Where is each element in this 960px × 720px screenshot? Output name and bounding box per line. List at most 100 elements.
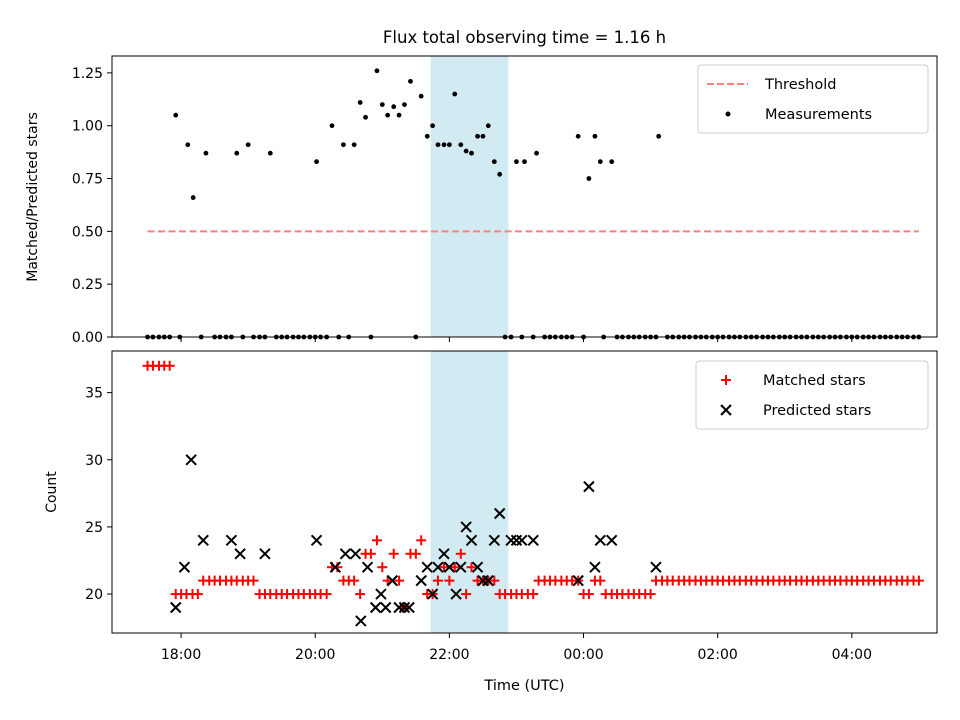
legend-predicted-swatch: [720, 404, 732, 416]
measurement-point: [435, 142, 441, 148]
matched-star-point: [595, 575, 606, 586]
matched-star-point: [377, 562, 388, 573]
measurement-point: [314, 159, 319, 165]
measurement-point: [351, 142, 357, 148]
x-tick-label: 18:00: [161, 647, 201, 663]
matched-star-point: [444, 575, 455, 586]
predicted-star-point: [329, 561, 342, 573]
measurement-point: [396, 112, 402, 118]
legend-predicted-label: Predicted stars: [763, 403, 871, 419]
bottom-highlight-span: [430, 351, 509, 633]
measurement-point: [534, 150, 539, 156]
matched-star-point: [461, 589, 472, 600]
y-tick-label: 0.75: [72, 172, 103, 188]
y-tick-label: 0.25: [72, 277, 103, 293]
matched-star-point: [355, 589, 366, 600]
predicted-star-point: [605, 534, 618, 547]
measurement-point: [329, 123, 335, 129]
predicted-star-point: [589, 561, 601, 573]
measurement-point: [597, 159, 603, 165]
bottom-plot-frame: [111, 350, 938, 634]
legend-matched-swatch: [721, 375, 731, 385]
x-tick-label: 02:00: [697, 647, 737, 663]
predicted-star-point: [379, 601, 392, 614]
matched-star-point: [489, 575, 500, 586]
measurement-point: [173, 112, 179, 118]
predicted-star-point: [339, 548, 352, 560]
predicted-star-point: [225, 534, 238, 547]
predicted-star-point: [432, 561, 444, 573]
predicted-star-point: [197, 534, 209, 547]
top-legend-box: [697, 64, 929, 134]
measurement-point: [609, 159, 615, 165]
measurement-point: [363, 114, 368, 120]
matched-star-point: [248, 575, 259, 586]
measurement-point: [267, 150, 273, 156]
predicted-star-point: [170, 601, 182, 614]
matched-star-point: [388, 548, 399, 559]
measurement-point: [480, 133, 486, 139]
top-highlight-span: [430, 56, 509, 337]
predicted-star-point: [361, 561, 374, 573]
predicted-star-point: [527, 534, 539, 547]
predicted-star-point: [178, 561, 191, 573]
predicted-star-point: [594, 534, 606, 547]
predicted-star-point: [369, 601, 382, 614]
bottom-legend: Matched stars Predicted stars: [695, 360, 929, 430]
measurement-point: [430, 123, 436, 129]
predicted-star-point: [650, 561, 662, 573]
measurement-point: [408, 78, 413, 84]
measurement-point: [418, 93, 424, 99]
predicted-star-point: [185, 454, 197, 466]
predicted-star-point: [421, 561, 433, 573]
measurement-point: [514, 159, 519, 165]
matched-star-point: [349, 575, 360, 586]
matched-star-point: [466, 562, 477, 573]
matched-star-point: [913, 575, 924, 586]
measurement-point: [374, 68, 380, 74]
matched-star-point: [449, 562, 460, 573]
predicted-star-point: [234, 548, 246, 560]
measurement-point: [522, 159, 527, 165]
legend-measurements-swatch: [725, 111, 731, 117]
measurement-point: [475, 133, 480, 139]
measurement-point: [203, 150, 209, 156]
predicted-star-point: [455, 561, 467, 573]
predicted-star-point: [415, 574, 427, 587]
predicted-star-point: [450, 588, 462, 600]
measurement-point: [458, 142, 464, 148]
measurement-point: [234, 150, 240, 156]
matched-star-point: [439, 562, 450, 573]
measurement-point: [402, 102, 407, 107]
y-tick-label: 0.50: [72, 224, 103, 240]
predicted-star-point: [465, 534, 478, 547]
figure-title: Flux total observing time = 1.16 h: [383, 28, 666, 47]
legend-measurements-label: Measurements: [765, 107, 872, 123]
bottom-x-axis: 18:00 20:00 22:00 00:00 02:00 04:00: [161, 633, 872, 663]
top-y-axis: 0.00 0.25 0.50 0.75 1.00 1.25: [72, 66, 112, 346]
y-tick-label: 35: [85, 386, 103, 402]
matched-star-point: [455, 548, 466, 559]
predicted-star-point: [583, 480, 595, 493]
matched-star-point: [164, 360, 175, 371]
y-tick-label: 1.00: [72, 119, 103, 135]
predicted-star-point: [349, 548, 362, 560]
bottom-y-axis-label: Count: [44, 471, 60, 513]
measurement-point: [469, 150, 474, 156]
matched-star-point: [321, 589, 332, 600]
measurement-point: [656, 133, 662, 139]
top-x-axis: [180, 337, 853, 342]
y-tick-label: 0.00: [72, 330, 103, 346]
predicted-star-point: [482, 574, 494, 587]
predicted-star-point: [355, 615, 367, 627]
measurement-point: [592, 133, 598, 139]
matched-star-point: [583, 589, 594, 600]
predicted-star-point: [375, 588, 387, 600]
matched-star-point: [410, 548, 421, 559]
matched-star-point: [394, 575, 405, 586]
matched-star-point: [192, 589, 203, 600]
legend-threshold-label: Threshold: [764, 77, 836, 93]
measurement-point: [185, 142, 191, 148]
